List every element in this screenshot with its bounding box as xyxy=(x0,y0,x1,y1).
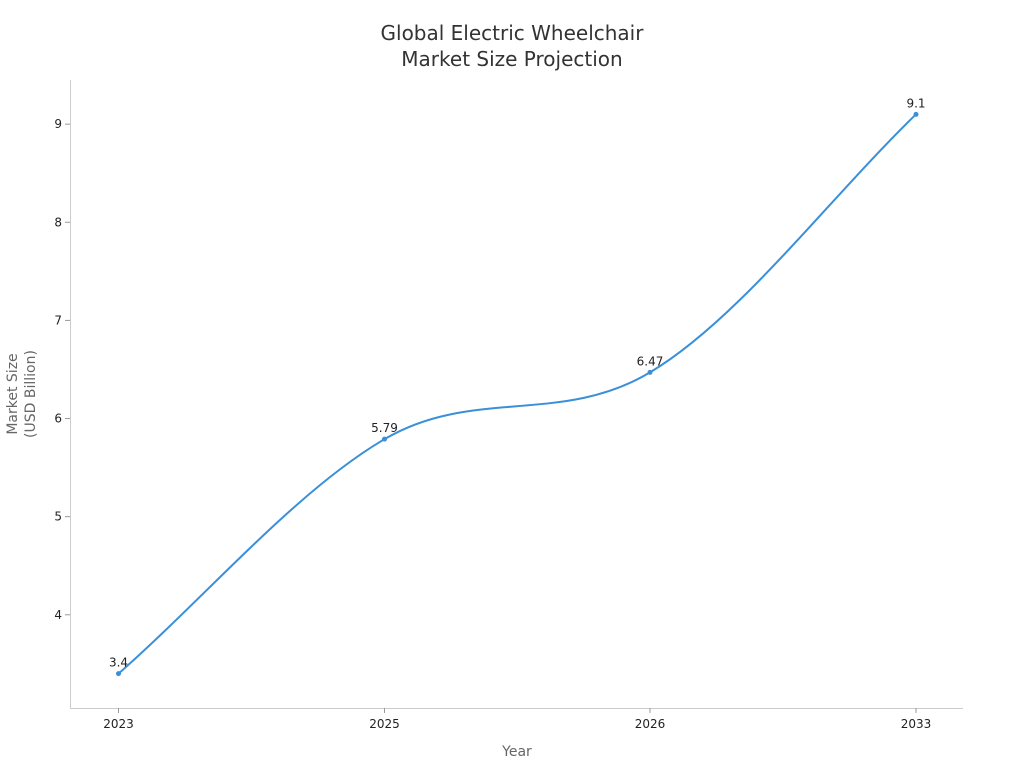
x-ticks: 2023 2025 2026 2033 xyxy=(103,708,931,731)
x-tick-label: 2033 xyxy=(901,717,932,731)
x-tick-label: 2026 xyxy=(635,717,666,731)
data-points xyxy=(116,111,919,677)
y-tick-label: 6 xyxy=(54,412,62,426)
x-tick-label: 2023 xyxy=(103,717,134,731)
y-axis-title-line-1: Market Size xyxy=(5,353,21,434)
data-label: 3.4 xyxy=(109,656,128,670)
y-tick-label: 4 xyxy=(54,608,62,622)
data-point xyxy=(647,369,653,375)
y-ticks: 4 5 6 7 8 9 xyxy=(54,117,70,622)
data-point xyxy=(913,111,919,117)
chart-title-line-2: Market Size Projection xyxy=(401,47,622,71)
y-tick-label: 9 xyxy=(54,117,62,131)
data-point xyxy=(382,436,387,442)
y-tick-label: 7 xyxy=(54,313,62,327)
data-label: 9.1 xyxy=(906,96,925,110)
data-labels: 3.4 5.79 6.47 9.1 xyxy=(109,96,926,669)
y-tick-label: 8 xyxy=(54,215,62,229)
data-label: 5.79 xyxy=(371,421,398,435)
y-tick-label: 5 xyxy=(54,510,62,524)
data-label: 6.47 xyxy=(637,354,664,368)
data-point xyxy=(116,671,121,677)
y-axis-title-line-2: (USD Billion) xyxy=(23,350,39,438)
chart-title-line-1: Global Electric Wheelchair xyxy=(381,21,645,45)
x-tick-label: 2025 xyxy=(369,717,400,731)
series-line xyxy=(117,113,917,675)
x-axis-title: Year xyxy=(501,744,532,760)
